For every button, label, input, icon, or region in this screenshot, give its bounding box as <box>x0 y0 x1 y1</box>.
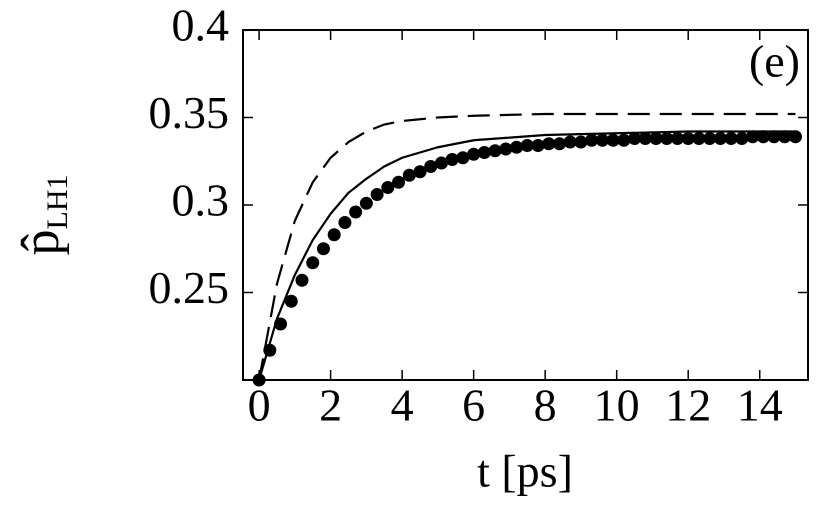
data-dot <box>681 132 695 145</box>
data-dot <box>370 188 384 201</box>
data-dot <box>445 153 459 166</box>
x-tick-label: 0 <box>248 380 271 431</box>
dashed-line <box>258 112 796 381</box>
y-tick-label: 0.4 <box>172 0 230 51</box>
data-dot <box>617 133 631 147</box>
data-dot <box>756 130 770 144</box>
data-dot <box>724 132 738 145</box>
y-tick-label: 0.25 <box>149 262 230 313</box>
data-dot <box>434 156 448 170</box>
data-dot <box>338 216 352 229</box>
data-dot <box>735 132 749 145</box>
data-dot <box>670 132 684 145</box>
y-axis-label-subscript: LH1 <box>41 175 74 230</box>
solid-line <box>258 130 796 381</box>
data-dot <box>692 132 706 145</box>
data-dot <box>359 196 373 210</box>
data-dot <box>542 137 556 151</box>
data-dot <box>788 130 802 144</box>
data-dot <box>424 160 438 173</box>
data-dot <box>402 168 416 182</box>
data-dot <box>263 343 277 357</box>
data-dot <box>531 139 545 152</box>
data-dot <box>767 130 781 144</box>
y-axis-label-main: p̂ <box>13 230 70 256</box>
plot-frame <box>242 29 809 381</box>
data-dot <box>595 133 609 147</box>
x-tick-label: 10 <box>594 380 640 431</box>
data-dot <box>274 317 288 331</box>
data-dot <box>628 132 642 145</box>
data-dot <box>252 373 266 387</box>
data-dot <box>638 132 652 145</box>
data-dot <box>381 181 395 194</box>
data-dot <box>563 135 577 149</box>
x-tick-label: 2 <box>319 380 342 431</box>
data-dot <box>649 132 663 145</box>
x-tick-label: 14 <box>737 380 783 431</box>
panel-label: (e) <box>749 36 800 87</box>
data-dot <box>467 147 481 161</box>
data-dot <box>606 133 620 147</box>
x-axis-label: t [ps] <box>477 446 573 497</box>
data-dot <box>660 132 674 145</box>
data-dot <box>703 132 717 145</box>
data-dot <box>778 130 792 144</box>
data-dot <box>284 294 298 308</box>
data-dot <box>477 146 491 159</box>
x-tick-label: 12 <box>665 380 711 431</box>
y-tick-label: 0.35 <box>149 87 230 138</box>
data-dot <box>316 242 330 256</box>
y-axis-label: p̂LH1 <box>13 175 74 256</box>
data-dot <box>413 165 427 179</box>
data-dot <box>392 175 406 189</box>
data-dot <box>574 135 588 149</box>
data-dot <box>520 139 534 152</box>
data-dot <box>499 142 513 156</box>
x-tick-label: 4 <box>391 380 414 431</box>
data-dot <box>295 273 309 287</box>
data-dot <box>510 140 524 154</box>
data-dot <box>746 130 760 144</box>
y-tick-label: 0.3 <box>172 175 230 226</box>
data-dot <box>585 133 599 147</box>
x-tick-label: 8 <box>534 380 557 431</box>
x-tick-label: 6 <box>462 380 485 431</box>
data-dot <box>456 151 470 165</box>
data-dot <box>488 144 502 158</box>
data-dot <box>327 228 341 242</box>
data-dot <box>552 137 566 151</box>
data-dot <box>349 205 363 219</box>
data-dot <box>713 132 727 145</box>
data-dot <box>306 256 320 270</box>
